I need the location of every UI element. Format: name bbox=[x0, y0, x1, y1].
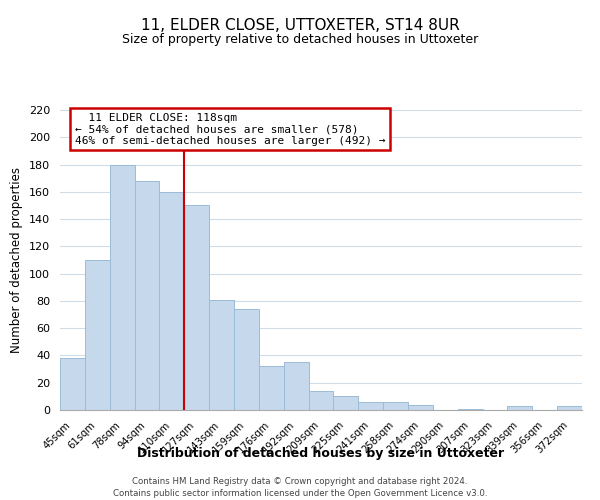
Bar bbox=[508, 406, 532, 410]
Text: Size of property relative to detached houses in Uttoxeter: Size of property relative to detached ho… bbox=[122, 32, 478, 46]
Bar bbox=[557, 406, 582, 410]
Bar bbox=[85, 260, 110, 410]
Bar bbox=[234, 309, 259, 410]
Text: 11, ELDER CLOSE, UTTOXETER, ST14 8UR: 11, ELDER CLOSE, UTTOXETER, ST14 8UR bbox=[140, 18, 460, 32]
Bar bbox=[134, 181, 160, 410]
Text: Contains HM Land Registry data © Crown copyright and database right 2024.: Contains HM Land Registry data © Crown c… bbox=[132, 478, 468, 486]
Bar bbox=[308, 391, 334, 410]
Bar bbox=[334, 396, 358, 410]
Bar bbox=[110, 164, 134, 410]
Text: 11 ELDER CLOSE: 118sqm  
← 54% of detached houses are smaller (578)
46% of semi-: 11 ELDER CLOSE: 118sqm ← 54% of detached… bbox=[75, 112, 385, 146]
Text: Contains public sector information licensed under the Open Government Licence v3: Contains public sector information licen… bbox=[113, 489, 487, 498]
Bar bbox=[383, 402, 408, 410]
Text: Distribution of detached houses by size in Uttoxeter: Distribution of detached houses by size … bbox=[137, 448, 505, 460]
Bar bbox=[358, 402, 383, 410]
Bar bbox=[60, 358, 85, 410]
Bar bbox=[160, 192, 184, 410]
Bar bbox=[284, 362, 308, 410]
Bar bbox=[209, 300, 234, 410]
Y-axis label: Number of detached properties: Number of detached properties bbox=[10, 167, 23, 353]
Bar bbox=[458, 408, 482, 410]
Bar bbox=[184, 206, 209, 410]
Bar bbox=[408, 404, 433, 410]
Bar bbox=[259, 366, 284, 410]
